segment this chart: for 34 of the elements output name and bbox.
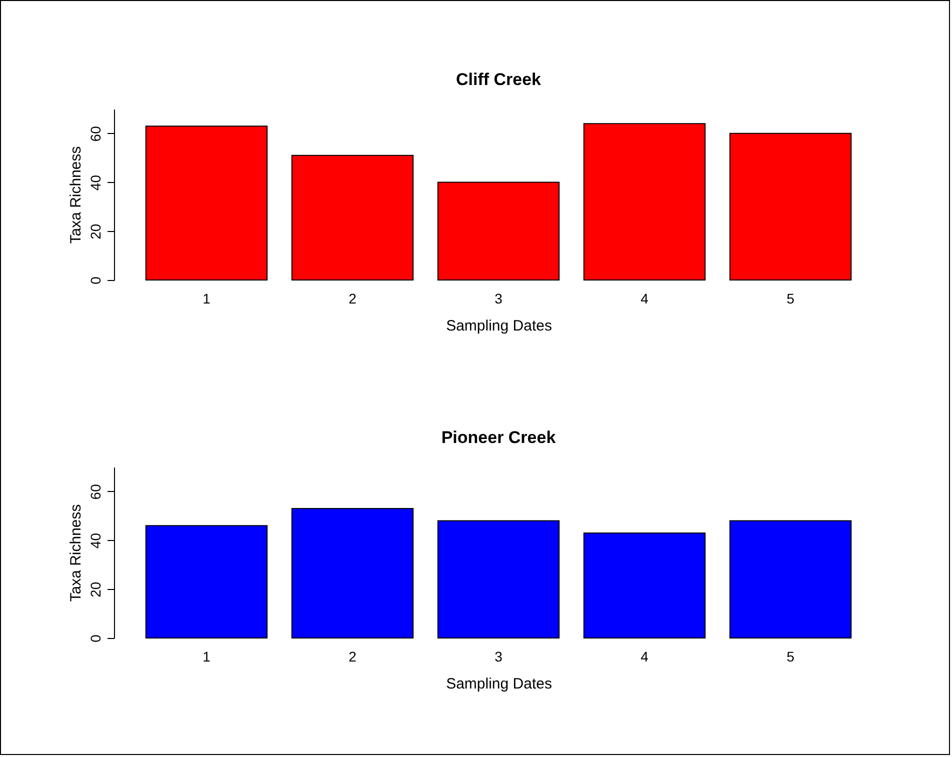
- y-tick-label: 0: [88, 276, 104, 284]
- x-tick-label: 1: [202, 648, 211, 664]
- x-tick-label: 5: [786, 648, 795, 664]
- y-tick-label: 40: [88, 174, 104, 191]
- x-tick-label: 4: [640, 648, 649, 664]
- bar: [729, 132, 852, 280]
- y-tick-label: 40: [88, 532, 104, 549]
- bar: [437, 182, 560, 280]
- y-tick-label: 20: [88, 582, 104, 598]
- chart-title: Cliff Creek: [456, 70, 542, 89]
- x-tick-label: 1: [202, 290, 211, 306]
- bar: [583, 123, 706, 280]
- y-tick-label: 60: [88, 126, 104, 142]
- bar: [291, 154, 414, 280]
- bar: [145, 525, 268, 638]
- x-axis-title: Sampling Dates: [446, 676, 552, 692]
- x-tick-label: 3: [494, 290, 503, 306]
- y-tick-label: 60: [88, 484, 104, 500]
- x-tick-label: 2: [348, 648, 357, 664]
- bar: [437, 520, 560, 638]
- x-tick-label: 4: [640, 290, 649, 306]
- bar: [729, 520, 852, 638]
- chart-title: Pioneer Creek: [441, 428, 556, 447]
- x-tick-label: 2: [348, 290, 357, 306]
- y-axis-title: Taxa Richness: [68, 146, 84, 244]
- bar: [145, 126, 268, 280]
- x-tick-label: 5: [786, 290, 795, 306]
- bar: [583, 532, 706, 638]
- y-axis-title: Taxa Richness: [68, 504, 84, 602]
- y-tick-label: 20: [88, 224, 104, 240]
- x-axis-title: Sampling Dates: [446, 318, 552, 334]
- x-tick-label: 3: [494, 648, 503, 664]
- y-tick-label: 0: [88, 634, 104, 642]
- bar: [291, 508, 414, 638]
